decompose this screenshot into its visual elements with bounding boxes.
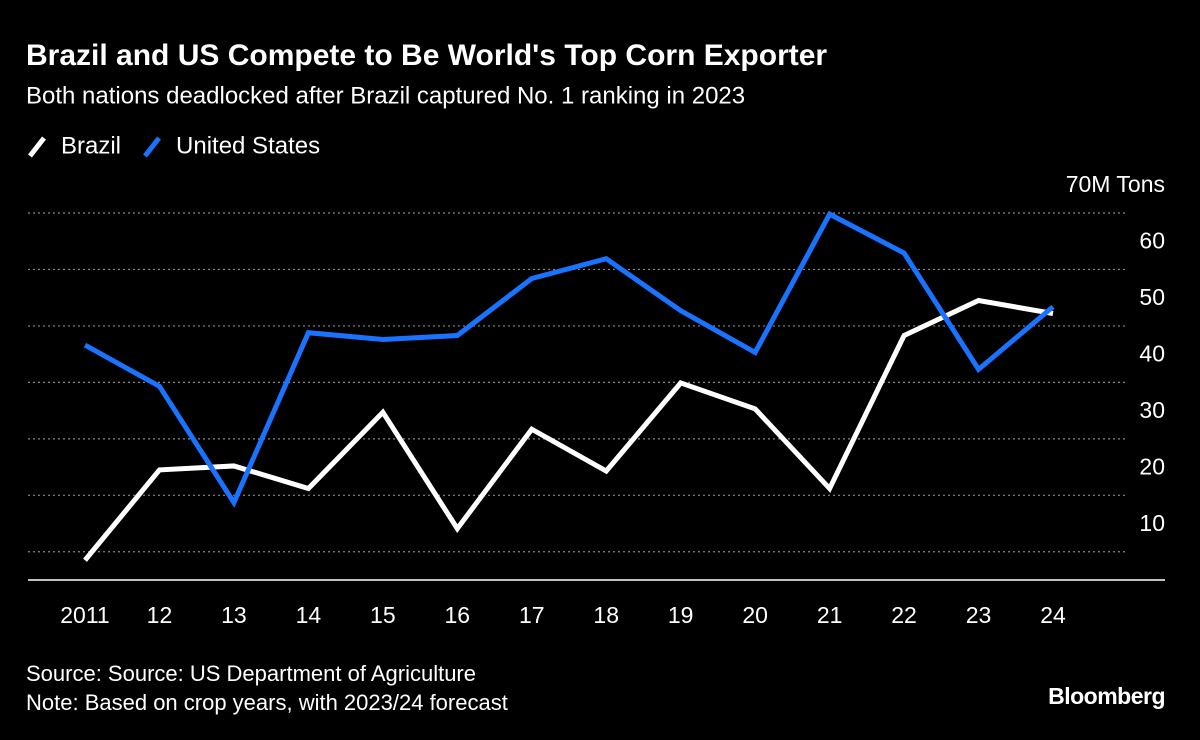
- y-tick-label: 20: [1139, 453, 1165, 479]
- y-tick-label: 60: [1139, 228, 1165, 254]
- y-tick-label: 40: [1139, 340, 1165, 366]
- brand: Bloomberg: [1048, 683, 1165, 709]
- y-tick-label: 70M Tons: [1066, 171, 1165, 197]
- x-tick-label: 15: [370, 602, 396, 628]
- chart-title: Brazil and US Compete to Be World's Top …: [26, 39, 827, 72]
- x-tick-label: 17: [519, 602, 545, 628]
- x-tick-label: 2011: [60, 602, 109, 628]
- chart-subtitle: Both nations deadlocked after Brazil cap…: [26, 82, 745, 109]
- x-tick-label: 13: [221, 602, 247, 628]
- x-tick-label: 19: [668, 602, 694, 628]
- legend-label: United States: [176, 132, 320, 159]
- x-tick-label: 12: [147, 602, 173, 628]
- note: Note: Based on crop years, with 2023/24 …: [26, 690, 508, 715]
- x-tick-label: 18: [593, 602, 619, 628]
- y-tick-label: 50: [1139, 284, 1165, 310]
- legend-swatch: [28, 136, 46, 158]
- x-tick-label: 20: [742, 602, 768, 628]
- x-tick-label: 24: [1040, 602, 1066, 628]
- x-tick-label: 21: [817, 602, 843, 628]
- series-line: [83, 210, 1055, 508]
- x-tick-label: 23: [966, 602, 992, 628]
- x-tick-label: 16: [445, 602, 471, 628]
- x-tick-label: 14: [296, 602, 322, 628]
- series-line: [83, 297, 1054, 562]
- y-tick-label: 10: [1139, 510, 1165, 536]
- y-tick-label: 30: [1139, 397, 1165, 423]
- source: Source: Source: US Department of Agricul…: [26, 661, 476, 686]
- x-tick-label: 22: [891, 602, 917, 628]
- legend-label: Brazil: [61, 132, 121, 159]
- legend-swatch: [143, 136, 161, 158]
